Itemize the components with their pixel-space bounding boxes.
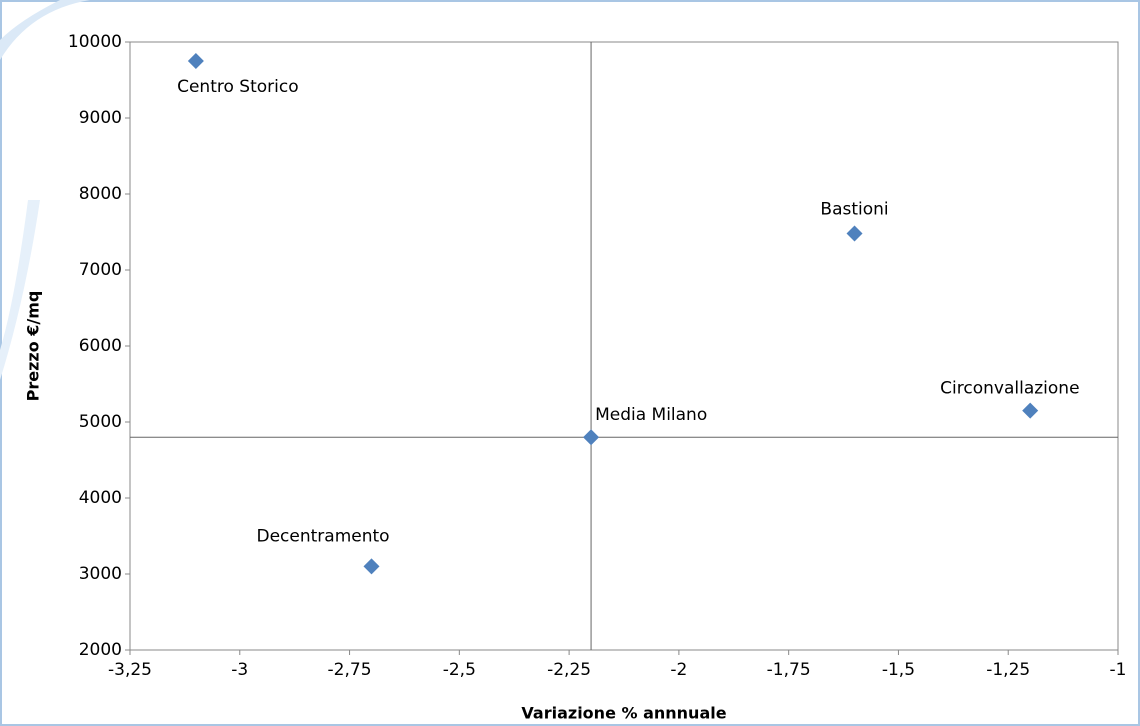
x-tick-label: -3,25	[108, 660, 152, 680]
x-tick-label: -1,25	[986, 660, 1030, 680]
y-tick-label: 3000	[79, 564, 122, 584]
point	[1022, 402, 1039, 419]
point-label: Media Milano	[595, 405, 707, 425]
x-tick-label: -2,25	[547, 660, 591, 680]
y-tick-label: 4000	[79, 488, 122, 508]
x-axis-label: Variazione % annnuale	[521, 704, 726, 723]
point	[363, 558, 380, 575]
y-tick-label: 9000	[79, 108, 122, 128]
y-axis-label: Prezzo €/mq	[24, 291, 43, 402]
x-tick-label: -1	[1110, 660, 1127, 680]
y-tick-label: 6000	[79, 336, 122, 356]
y-tick-label: 10000	[68, 32, 122, 52]
decoration	[0, 200, 40, 380]
y-tick-label: 8000	[79, 184, 122, 204]
y-tick-label: 7000	[79, 260, 122, 280]
point	[187, 53, 204, 69]
point-label: Centro Storico	[177, 77, 299, 97]
x-tick-label: -2,75	[328, 660, 372, 680]
x-tick-label: -2	[670, 660, 687, 680]
point	[846, 225, 863, 242]
x-tick-label: -1,75	[767, 660, 811, 680]
x-tick-label: -3	[231, 660, 248, 680]
point-label: Bastioni	[820, 200, 888, 220]
decoration	[0, 0, 90, 60]
x-tick-label: -1,5	[882, 660, 915, 680]
y-tick-label: 2000	[79, 640, 122, 660]
y-tick-label: 5000	[79, 412, 122, 432]
point-label: Circonvallazione	[940, 379, 1079, 399]
x-tick-label: -2,5	[443, 660, 476, 680]
point-label: Decentramento	[257, 526, 390, 546]
point	[583, 429, 600, 446]
